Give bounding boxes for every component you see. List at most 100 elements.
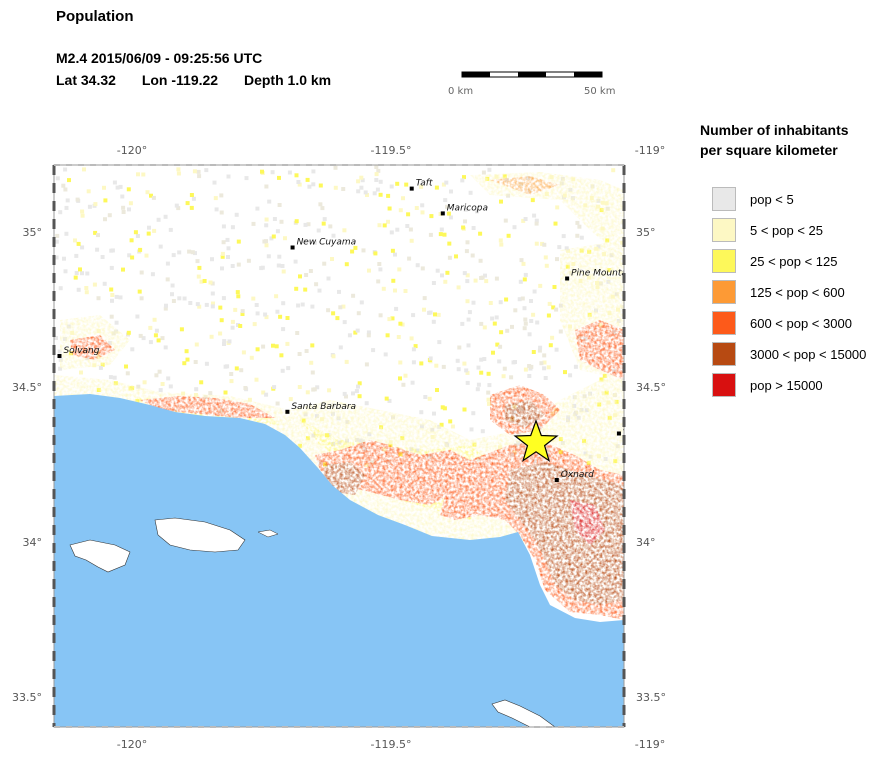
population-cell xyxy=(465,240,470,245)
population-cell xyxy=(225,364,230,369)
population-cell xyxy=(527,332,532,337)
population-cell xyxy=(483,273,487,278)
population-cell xyxy=(383,352,388,357)
scale-end-label: 50 km xyxy=(584,86,615,97)
location-info: Lat 34.32 Lon -119.22 Depth 1.0 km xyxy=(56,72,353,88)
population-cell xyxy=(517,297,522,302)
population-cell xyxy=(110,298,114,303)
population-cell xyxy=(304,349,309,353)
population-cell xyxy=(62,256,66,261)
population-cell xyxy=(144,253,149,258)
population-cell xyxy=(154,373,159,378)
population-cell xyxy=(454,254,458,259)
city-label: Solvang xyxy=(63,346,99,356)
population-cell xyxy=(187,249,192,254)
population-cell xyxy=(439,422,444,427)
population-cell xyxy=(249,355,254,360)
population-cell xyxy=(551,305,556,310)
population-cell xyxy=(177,296,182,301)
map-body: Taft Maricopa New Cuyama Pine Mountain Club… xyxy=(54,165,624,727)
population-cell xyxy=(501,374,506,379)
population-cell xyxy=(465,380,470,385)
population-cell xyxy=(357,394,362,399)
population-cell xyxy=(136,384,141,389)
population-cell xyxy=(202,279,207,283)
population-cell xyxy=(54,255,59,260)
legend-label: 25 < pop < 125 xyxy=(750,253,838,269)
population-cell xyxy=(405,224,410,228)
population-cell xyxy=(73,238,77,243)
population-cell xyxy=(540,241,545,246)
population-cell xyxy=(520,296,525,301)
population-cell xyxy=(221,224,226,229)
population-cell xyxy=(126,330,131,335)
population-cell xyxy=(195,259,200,264)
population-cell xyxy=(527,374,532,378)
population-cell xyxy=(285,316,290,320)
legend-swatch xyxy=(712,280,736,304)
population-cell xyxy=(163,306,168,311)
population-cell xyxy=(446,211,451,216)
population-cell xyxy=(214,207,219,212)
population-cell xyxy=(120,194,125,199)
population-cell xyxy=(505,328,510,333)
population-cell xyxy=(188,301,193,305)
population-cell xyxy=(152,317,157,322)
population-cell xyxy=(136,172,140,177)
population-cell xyxy=(193,251,197,256)
population-cell xyxy=(236,323,240,327)
population-cell xyxy=(80,271,84,276)
axis-tick-labels: -120°-120°-119.5°-119.5°-119°-119°-118.5… xyxy=(12,144,666,751)
population-cell xyxy=(176,167,181,172)
population-cell xyxy=(389,230,394,235)
population-cell xyxy=(133,230,138,235)
population-cell xyxy=(351,391,355,396)
population-cell xyxy=(210,291,215,296)
population-cell xyxy=(404,182,409,187)
population-cell xyxy=(197,265,202,270)
lon-tick-label-top: -119.5° xyxy=(371,144,412,157)
population-cell xyxy=(118,295,123,300)
population-cell xyxy=(480,429,485,434)
population-cell xyxy=(220,266,224,271)
population-cell xyxy=(309,360,314,365)
legend-label: pop > 15000 xyxy=(750,377,823,393)
population-cell xyxy=(523,217,528,221)
population-cell xyxy=(558,329,563,334)
population-cell xyxy=(171,253,176,258)
population-cell xyxy=(297,352,302,356)
population-cell xyxy=(497,359,502,364)
lon-tick-label-bottom: -119.5° xyxy=(371,738,412,751)
population-cell xyxy=(218,331,223,336)
population-cell xyxy=(75,197,80,202)
population-cell xyxy=(535,320,540,325)
population-cell xyxy=(463,207,468,212)
population-cell xyxy=(460,321,465,326)
population-cell xyxy=(387,317,392,322)
ocean xyxy=(54,394,624,727)
population-cell xyxy=(269,236,274,241)
population-cell xyxy=(213,196,218,201)
population-cell xyxy=(457,345,462,350)
population-cell xyxy=(264,243,269,248)
population-cell xyxy=(422,296,427,301)
population-cell xyxy=(135,234,140,238)
population-cell xyxy=(342,391,347,396)
population-cell xyxy=(390,316,395,321)
population-cell xyxy=(65,198,70,203)
population-cell xyxy=(166,376,171,381)
population-cell xyxy=(326,276,331,281)
population-cell xyxy=(359,175,364,180)
city-marker xyxy=(57,354,62,358)
lat-tick-label-right: 34.5° xyxy=(636,381,666,394)
population-cell xyxy=(240,312,245,316)
population-cell xyxy=(415,263,420,268)
population-cell xyxy=(311,169,316,174)
legend-label: 600 < pop < 3000 xyxy=(750,315,852,331)
population-cell xyxy=(67,178,71,183)
population-cell xyxy=(222,342,226,346)
population-cell xyxy=(171,299,176,303)
population-cell xyxy=(219,318,224,323)
population-cell xyxy=(128,201,133,206)
population-cell xyxy=(444,180,449,185)
